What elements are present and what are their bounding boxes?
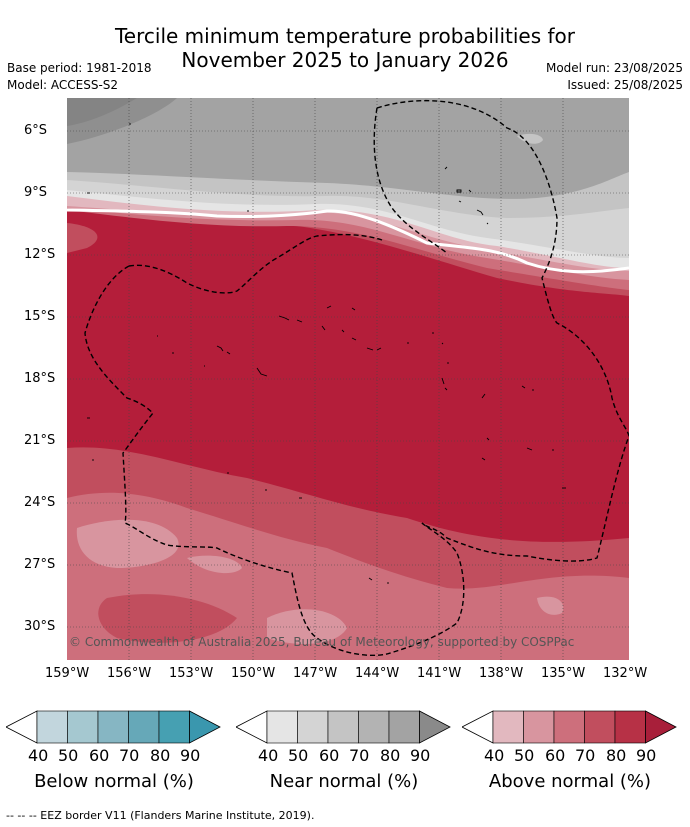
above-normal-title: Above normal (%) xyxy=(488,771,652,792)
lat-tick-21s: 21°S xyxy=(24,433,56,448)
model-label: Model: ACCESS-S2 xyxy=(7,78,119,92)
lat-tick-6s: 6°S xyxy=(24,123,48,138)
near-normal-90-region xyxy=(67,98,137,126)
near-label-60: 60 xyxy=(319,746,340,765)
lat-tick-27s: 27°S xyxy=(24,557,56,572)
eez-borders xyxy=(84,99,629,657)
below-label-90: 90 xyxy=(180,746,201,765)
lon-tick-135w: 135°W xyxy=(541,666,586,681)
above-label-50: 50 xyxy=(514,746,535,765)
below-label-50: 50 xyxy=(58,746,79,765)
lat-tick-18s: 18°S xyxy=(24,371,56,386)
lat-tick-9s: 9°S xyxy=(24,185,48,200)
above-normal-50-60-patch xyxy=(187,555,242,574)
above-normal-70-80-patch-sw xyxy=(98,594,237,643)
lon-tick-144w: 144°W xyxy=(355,666,400,681)
near-normal-patch xyxy=(517,133,543,144)
lon-tick-150w: 150°W xyxy=(231,666,276,681)
near-normal-title: Near normal (%) xyxy=(269,771,419,792)
probability-map: © Commonwealth of Australia 2025, Bureau… xyxy=(67,98,629,660)
lat-tick-30s: 30°S xyxy=(24,619,56,634)
tercile-boundary-line xyxy=(67,208,629,274)
lat-tick-12s: 12°S xyxy=(24,247,56,262)
lon-tick-156w: 156°W xyxy=(107,666,152,681)
lon-tick-147w: 147°W xyxy=(293,666,338,681)
below-label-40: 40 xyxy=(28,746,49,765)
above-label-80: 80 xyxy=(606,746,627,765)
colorbar-below-normal xyxy=(6,710,221,744)
above-label-90: 90 xyxy=(636,746,657,765)
above-normal-50-60-patch-se xyxy=(537,596,564,615)
near-label-80: 80 xyxy=(380,746,401,765)
below-label-60: 60 xyxy=(89,746,110,765)
near-label-50: 50 xyxy=(288,746,309,765)
near-normal-70-80-region xyxy=(67,98,629,199)
lon-tick-141w: 141°W xyxy=(417,666,462,681)
issued-label: Issued: 25/08/2025 xyxy=(567,78,683,92)
base-period-label: Base period: 1981-2018 xyxy=(7,61,152,75)
lat-tick-15s: 15°S xyxy=(24,309,56,324)
lon-tick-138w: 138°W xyxy=(479,666,524,681)
colorbar-near-normal xyxy=(236,710,451,744)
lon-tick-153w: 153°W xyxy=(169,666,214,681)
above-normal-70-80-west xyxy=(67,223,98,253)
above-label-60: 60 xyxy=(545,746,566,765)
islands xyxy=(87,123,566,584)
near-label-90: 90 xyxy=(410,746,431,765)
model-run-label: Model run: 23/08/2025 xyxy=(545,61,683,75)
lat-tick-24s: 24°S xyxy=(24,495,56,510)
near-label-70: 70 xyxy=(349,746,370,765)
map-title-line2: November 2025 to January 2026 xyxy=(181,48,509,72)
lon-tick-159w: 159°W xyxy=(45,666,90,681)
gridlines xyxy=(67,98,629,660)
below-normal-title: Below normal (%) xyxy=(34,771,194,792)
above-normal-50-60-south-west xyxy=(76,519,179,568)
below-label-70: 70 xyxy=(119,746,140,765)
near-label-40: 40 xyxy=(258,746,279,765)
copyright-text: © Commonwealth of Australia 2025, Bureau… xyxy=(69,635,574,649)
lon-tick-132w: 132°W xyxy=(603,666,648,681)
map-title-line1: Tercile minimum temperature probabilitie… xyxy=(114,24,576,48)
below-label-80: 80 xyxy=(150,746,171,765)
above-label-40: 40 xyxy=(484,746,505,765)
above-label-70: 70 xyxy=(575,746,596,765)
colorbar-above-normal xyxy=(462,710,677,744)
eez-legend-note: -- -- -- EEZ border V11 (Flanders Marine… xyxy=(6,809,315,822)
